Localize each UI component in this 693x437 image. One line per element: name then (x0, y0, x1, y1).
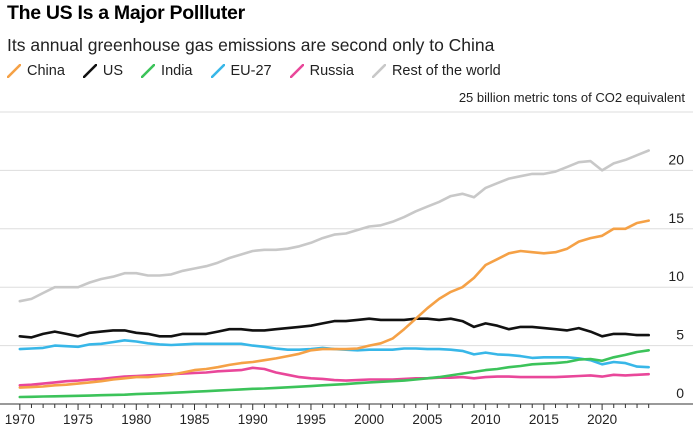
y-tick-label: 10 (668, 268, 684, 284)
legend-swatch (210, 64, 225, 78)
x-tick-label: 1995 (296, 412, 326, 427)
legend-label: China (27, 63, 65, 79)
chart-subtitle: Its annual greenhouse gas emissions are … (7, 35, 495, 55)
legend-label: US (102, 63, 124, 79)
x-tick-label: 1975 (63, 412, 93, 427)
legend-label: Rest of the world (391, 63, 501, 79)
legend-label: Russia (309, 63, 354, 79)
x-tick-label: 2020 (587, 412, 617, 427)
x-tick-label: 1980 (121, 412, 151, 427)
y-tick-label: 0 (676, 385, 684, 401)
legend-item-rest-of-the-world: Rest of the world (371, 63, 501, 79)
series-line-india (18, 348, 651, 399)
x-tick-label: 1970 (5, 412, 35, 427)
legend-swatch (141, 64, 156, 78)
legend-swatch (7, 64, 21, 78)
legend-label: EU-27 (230, 63, 272, 79)
x-tick-label: 1985 (179, 412, 209, 427)
chart-legend: China US India EU-27 Russia Rest of the world (7, 63, 519, 79)
x-tick-label: 2015 (529, 412, 559, 427)
unit-note: 25 billion metric tons of CO2 equivalent (458, 90, 685, 105)
y-tick-label: 5 (676, 327, 684, 343)
series-line-china (18, 219, 651, 389)
series-line-russia (18, 366, 651, 387)
legend-item-russia: Russia (289, 63, 354, 79)
y-tick-label: 20 (668, 151, 684, 167)
legend-item-india: India (141, 63, 193, 79)
x-tick-label: 2005 (412, 412, 442, 427)
x-tick-label: 1990 (238, 412, 268, 427)
chart-title: The US Is a Major Pollluter (7, 2, 245, 24)
x-tick-label: 2010 (471, 412, 501, 427)
legend-item-eu-27: EU-27 (210, 63, 272, 79)
series-line-rest-of-the-world (18, 149, 651, 303)
legend-label: India (161, 63, 193, 79)
series-line-us (18, 317, 651, 339)
x-tick-label: 2000 (354, 412, 384, 427)
legend-item-us: US (82, 63, 124, 79)
legend-swatch (289, 64, 304, 78)
legend-swatch (82, 64, 97, 78)
y-tick-label: 15 (668, 210, 684, 226)
legend-swatch (371, 64, 386, 78)
legend-item-china: China (7, 63, 65, 79)
